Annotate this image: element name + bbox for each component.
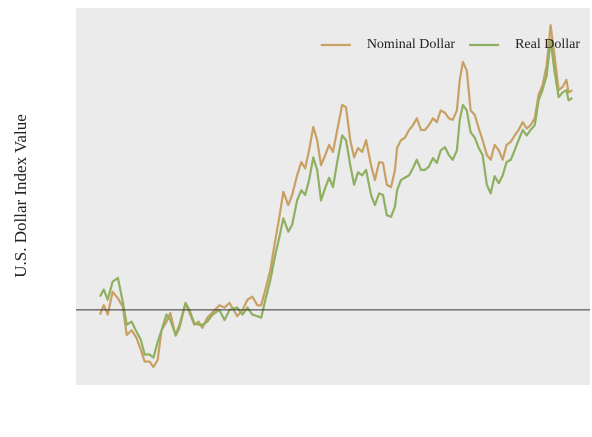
legend-label: Real Dollar bbox=[515, 37, 580, 52]
lines bbox=[76, 24, 590, 369]
plot-background bbox=[76, 8, 590, 385]
labels: Nominal Dollar Real Dollar bbox=[320, 37, 580, 52]
legend-label: Nominal Dollar bbox=[367, 37, 456, 52]
y-axis-title: U.S. Dollar Index Value bbox=[11, 114, 30, 278]
